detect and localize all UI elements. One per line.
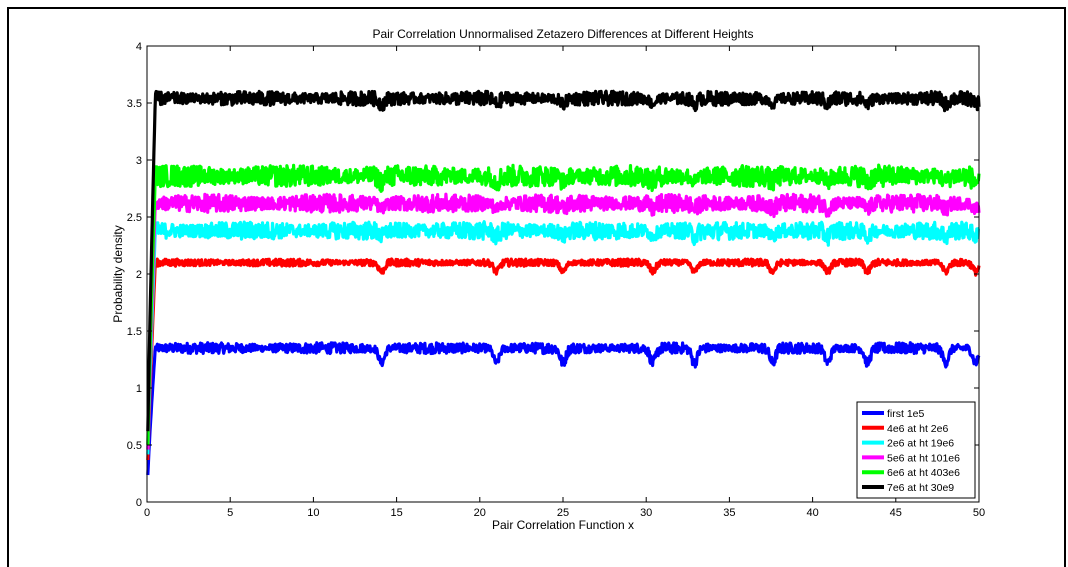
series-line-5 [146,163,981,445]
figure-frame [7,7,1066,567]
series-line-4 [146,192,981,450]
x-tick-label: 15 [390,507,402,519]
legend-entry: 7e6 at ht 30e9 [887,482,954,494]
legend-box [856,401,976,499]
chart-title: Pair Correlation Unnormalised Zetazero D… [372,27,753,41]
legend-entry: 6e6 at ht 403e6 [887,467,960,479]
x-tick-label: 25 [557,507,569,519]
legend-entry: 5e6 at ht 101e6 [887,452,960,464]
legend-entry: 2e6 at ht 19e6 [887,438,954,450]
series-line-2 [146,257,981,461]
y-axis-label: Probability density [111,225,125,322]
y-tick-label: 2 [136,269,142,281]
tick-layer: 0 5 10 15 20 25 30 35 40 45 50 0 0.5 1 1.5 2 2.5 3 3.5 4 [127,41,985,519]
series-line-1 [146,341,981,476]
y-tick-label: 0.5 [127,440,142,452]
y-tick-label: 1.5 [127,326,142,338]
x-tick-label: 0 [144,507,150,519]
x-tick-label: 30 [640,507,652,519]
y-tick-label: 3.5 [127,98,142,110]
y-tick-label: 4 [136,41,142,53]
x-tick-label: 45 [890,507,902,519]
x-tick-label: 35 [723,507,735,519]
x-tick-label: 50 [973,507,985,519]
series-layer [146,89,981,476]
x-tick-label: 10 [307,507,319,519]
y-tick-label: 0 [136,497,142,509]
legend-entry: 4e6 at ht 2e6 [887,423,948,435]
y-tick-label: 2.5 [127,212,142,224]
x-tick-label: 20 [474,507,486,519]
legend-entry: first 1e5 [887,408,925,420]
y-tick-label: 3 [136,155,142,167]
x-tick-label: 40 [806,507,818,519]
series-line-3 [146,220,981,455]
y-tick-label: 1 [136,383,142,395]
axes-box [146,45,980,503]
x-tick-label: 5 [227,507,233,519]
legend: first 1e5 4e6 at ht 2e6 2e6 at ht 19e6 5e6 … [856,401,976,499]
series-line-6 [146,89,981,432]
x-axis-label: Pair Correlation Function x [492,518,634,532]
